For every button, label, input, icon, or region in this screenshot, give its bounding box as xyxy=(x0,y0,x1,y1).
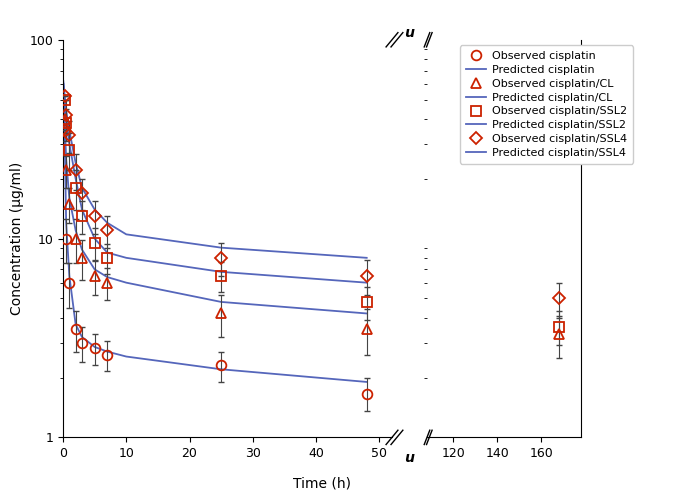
Y-axis label: Concentration (μg/ml): Concentration (μg/ml) xyxy=(10,162,24,315)
Legend: Observed cisplatin, Predicted cisplatin, Observed cisplatin/CL, Predicted cispla: Observed cisplatin, Predicted cisplatin,… xyxy=(461,45,634,164)
Text: n: n xyxy=(405,24,414,38)
Text: n: n xyxy=(405,449,414,463)
Text: Time (h): Time (h) xyxy=(293,476,351,490)
